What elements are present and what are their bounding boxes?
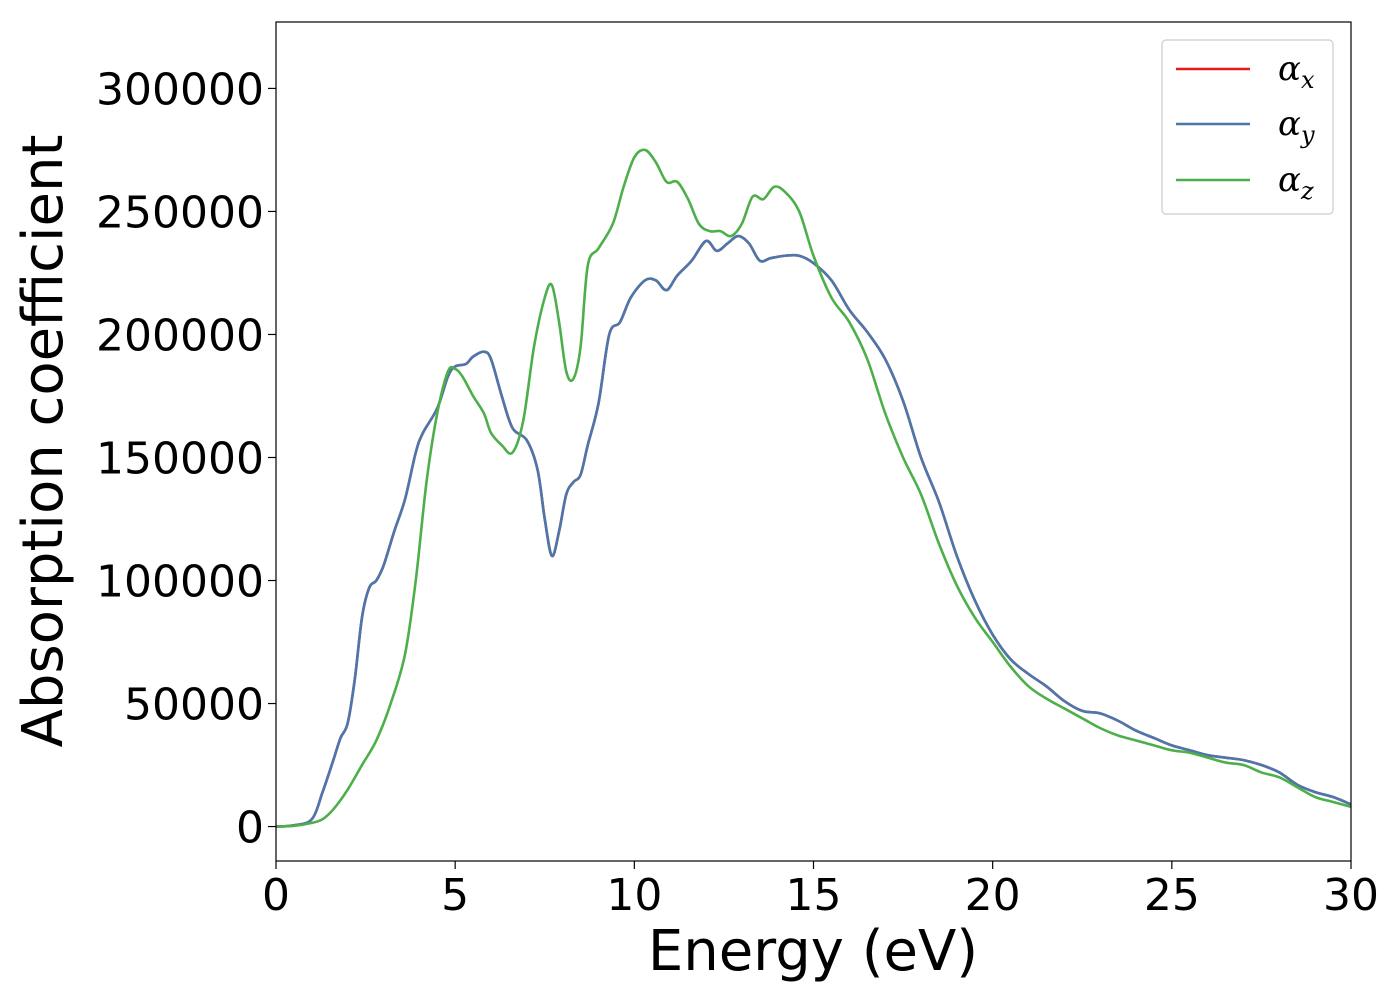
legend-label-x: αx	[1278, 49, 1315, 94]
x-tick-label: 5	[441, 870, 469, 921]
series-line-y	[275, 234, 1352, 828]
legend-box	[1161, 39, 1334, 215]
y-axis-title: Absorption coefficient	[11, 135, 76, 748]
x-tick-label: 30	[1323, 870, 1379, 921]
x-tick-label: 20	[965, 870, 1021, 921]
x-axis-title: Energy (eV)	[648, 919, 978, 984]
y-tick-label: 200000	[96, 310, 264, 361]
series-line-z	[275, 148, 1352, 828]
y-tick-label: 150000	[96, 433, 264, 484]
legend: αx αy αz	[1161, 39, 1334, 215]
x-tick-label: 15	[786, 870, 842, 921]
y-axis: 0 50000 100000 150000 200000 250000 300000	[96, 64, 276, 854]
x-tick-label: 25	[1144, 870, 1200, 921]
y-tick-label: 0	[236, 803, 264, 854]
x-tick-label: 0	[262, 870, 290, 921]
y-tick-label: 50000	[124, 680, 264, 731]
y-tick-label: 100000	[96, 557, 264, 608]
x-tick-label: 10	[606, 870, 662, 921]
x-axis: 0 5 10 15 20 25 30	[262, 861, 1379, 921]
legend-label-z: αz	[1278, 160, 1314, 205]
legend-label-y: αy	[1278, 104, 1315, 149]
y-tick-label: 300000	[96, 64, 264, 115]
series-layer	[275, 148, 1352, 828]
y-tick-label: 250000	[96, 187, 264, 238]
